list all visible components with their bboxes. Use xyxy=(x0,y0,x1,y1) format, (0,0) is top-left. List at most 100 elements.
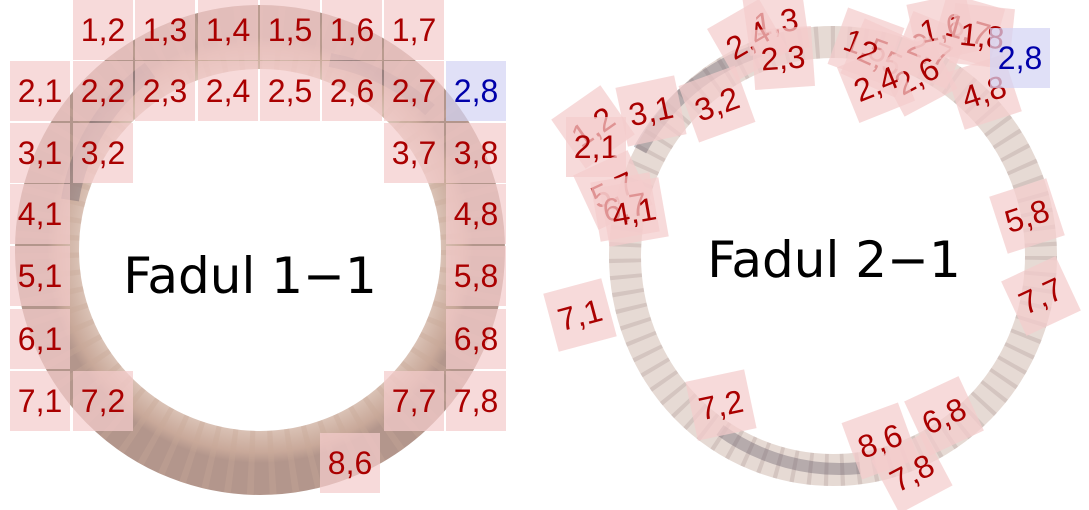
core-box xyxy=(678,65,756,143)
core-label: 3,1 xyxy=(18,135,62,171)
core-cell: 7,8 xyxy=(871,432,953,510)
core-label: 6,1 xyxy=(18,321,62,357)
core-label: 7,7 xyxy=(392,383,436,419)
core-box xyxy=(260,61,320,121)
core-label: 2,1 xyxy=(18,73,62,109)
core-box xyxy=(10,184,70,244)
core-cell: 2,2 xyxy=(73,61,133,121)
core-box xyxy=(1001,256,1081,336)
core-box xyxy=(446,184,506,244)
core-box xyxy=(685,369,757,441)
core-label: 7,8 xyxy=(454,383,498,419)
core-label: 1,2 xyxy=(81,12,125,48)
core-box xyxy=(320,433,380,493)
core-cell: 8,6 xyxy=(320,433,380,493)
core-label: 2,4 xyxy=(206,73,250,109)
core-box xyxy=(836,44,916,124)
core-label: 2,3 xyxy=(760,38,807,77)
core-cell: 2,5 xyxy=(260,61,320,121)
core-cell: 4,1 xyxy=(599,177,669,247)
core-box xyxy=(73,123,133,183)
core-cell: 2,8 xyxy=(990,28,1050,88)
core-box xyxy=(384,371,444,431)
core-box xyxy=(10,371,70,431)
core-label: 3,7 xyxy=(392,135,436,171)
core-box xyxy=(543,278,617,352)
core-cell: 1,4 xyxy=(198,0,258,60)
core-label: 8,6 xyxy=(328,445,372,481)
core-cell: 2,6 xyxy=(322,61,382,121)
core-box xyxy=(989,178,1065,254)
core-box xyxy=(73,0,133,60)
core-cell: 7,8 xyxy=(446,371,506,431)
core-label: 6,8 xyxy=(454,321,498,357)
core-box xyxy=(10,123,70,183)
core-cell: 7,1 xyxy=(10,371,70,431)
core-box xyxy=(446,246,506,306)
core-label: 4,8 xyxy=(454,196,498,232)
core-box xyxy=(198,61,258,121)
core-cell: 2,4 xyxy=(836,44,916,124)
core-box xyxy=(260,0,320,60)
panel-1-title: Fadul 1−1 xyxy=(123,247,377,305)
panel-2: 1,32,42,31,52,52,71,61,71,82,62,44,82,83… xyxy=(543,0,1081,510)
core-cell: 4,8 xyxy=(446,184,506,244)
core-label: 2,7 xyxy=(392,73,436,109)
core-cell: 2,4 xyxy=(198,61,258,121)
core-labels-panel-2: 1,32,42,31,52,52,71,61,71,82,62,44,82,83… xyxy=(543,0,1081,510)
core-cell: 5,1 xyxy=(10,246,70,306)
core-box xyxy=(73,371,133,431)
core-box xyxy=(615,75,687,147)
core-cell: 7,7 xyxy=(384,371,444,431)
core-label: 2,5 xyxy=(268,73,312,109)
core-box xyxy=(10,246,70,306)
core-label: 2,8 xyxy=(998,40,1042,76)
core-cell: 4,1 xyxy=(10,184,70,244)
core-cell: 3,2 xyxy=(678,65,756,143)
core-label: 7,1 xyxy=(18,383,62,419)
core-cell: 3,1 xyxy=(10,123,70,183)
core-box xyxy=(135,0,195,60)
core-label: 1,7 xyxy=(392,12,436,48)
core-box xyxy=(73,61,133,121)
core-box xyxy=(384,123,444,183)
core-box xyxy=(10,309,70,369)
core-cell: 6,1 xyxy=(10,309,70,369)
core-box xyxy=(871,432,953,510)
core-label: 1,6 xyxy=(330,12,374,48)
core-box xyxy=(135,61,195,121)
core-box xyxy=(446,371,506,431)
core-label: 3,8 xyxy=(454,135,498,171)
core-label: 1,4 xyxy=(206,12,250,48)
core-cell: 3,8 xyxy=(446,123,506,183)
core-cell: 3,1 xyxy=(615,75,687,147)
core-cell: 2,8 xyxy=(446,61,506,121)
core-label: 4,1 xyxy=(18,196,62,232)
core-cell: 7,2 xyxy=(685,369,757,441)
core-cell: 7,2 xyxy=(73,371,133,431)
core-label: 2,3 xyxy=(143,73,187,109)
core-cell: 6,8 xyxy=(446,309,506,369)
core-cell: 3,7 xyxy=(384,123,444,183)
core-label: 3,2 xyxy=(81,135,125,171)
core-box xyxy=(446,309,506,369)
core-label: 2,2 xyxy=(81,73,125,109)
panel-2-title: Fadul 2−1 xyxy=(707,231,961,289)
core-box xyxy=(446,61,506,121)
core-cell: 2,1 xyxy=(10,61,70,121)
core-cell: 2,7 xyxy=(384,61,444,121)
core-labels-panel-1: 1,2 1,3 1,4 1,5 1,6 1,7 2,1 2,2 2,3 2,4 2,5 2,6 2,7 2… xyxy=(10,0,506,493)
core-box xyxy=(446,123,506,183)
core-cell: 1,2 xyxy=(73,0,133,60)
core-label: 7,2 xyxy=(81,383,125,419)
core-box xyxy=(599,177,669,247)
core-cell: 3,2 xyxy=(73,123,133,183)
core-label: 2,6 xyxy=(330,73,374,109)
core-cell: 5,8 xyxy=(989,178,1065,254)
core-cell: 2,3 xyxy=(750,25,816,91)
core-label: 1,5 xyxy=(268,12,312,48)
core-cell: 7,1 xyxy=(543,278,617,352)
core-cell: 5,8 xyxy=(446,246,506,306)
core-label: 1,3 xyxy=(143,12,187,48)
